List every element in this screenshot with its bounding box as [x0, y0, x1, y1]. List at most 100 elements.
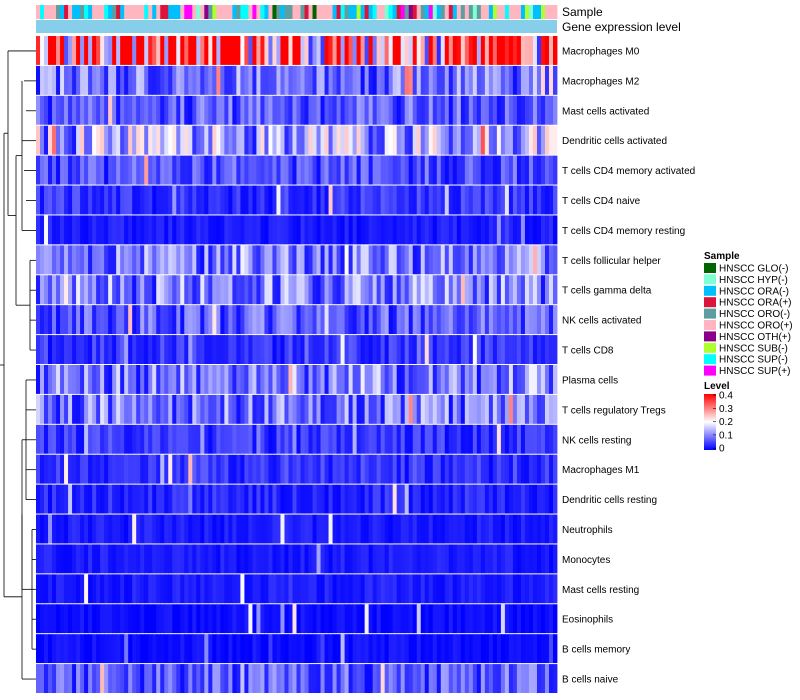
heatmap-cell: [180, 424, 185, 454]
sample-annotation-cell: [104, 5, 109, 19]
heatmap-cell: [216, 335, 221, 364]
heatmap-cell: [516, 424, 522, 454]
heatmap-cell: [68, 365, 73, 394]
heatmap-cell: [316, 424, 321, 454]
heatmap-cell: [124, 155, 129, 185]
heatmap-cell: [376, 424, 382, 454]
heatmap-cell: [160, 484, 165, 514]
row-label: Macrophages M0: [562, 47, 640, 58]
heatmap-cell: [324, 484, 329, 514]
heatmap-cell: [240, 95, 245, 125]
heatmap-cell: [352, 36, 358, 65]
heatmap-cell: [452, 215, 458, 245]
heatmap-cell: [224, 335, 229, 364]
heatmap-cell: [384, 95, 390, 125]
heatmap-cell: [240, 544, 245, 574]
heatmap-cell: [420, 65, 426, 95]
heatmap-cell: [164, 245, 169, 275]
heatmap-cell: [332, 305, 337, 335]
heatmap-cell: [84, 484, 89, 514]
heatmap-cell: [428, 574, 434, 604]
heatmap-cell: [528, 65, 534, 95]
heatmap-cell: [180, 95, 185, 125]
heatmap-cell: [188, 275, 193, 305]
heatmap-cell: [444, 544, 450, 574]
row-label: T cells follicular helper: [562, 256, 661, 267]
heatmap-cell: [260, 335, 265, 364]
heatmap-cell: [128, 335, 133, 364]
heatmap-cell: [276, 394, 281, 424]
heatmap-cell: [368, 125, 374, 155]
heatmap-cell: [532, 155, 538, 185]
heatmap-cell: [448, 125, 454, 155]
heatmap-cell: [52, 454, 57, 484]
sample-annotation-cell: [360, 5, 366, 19]
heatmap-cell: [520, 335, 526, 364]
heatmap-cell: [88, 514, 93, 544]
heatmap-cell: [440, 185, 446, 215]
heatmap-cell: [52, 365, 57, 394]
heatmap-cell: [404, 335, 410, 364]
heatmap-cell: [352, 394, 358, 424]
heatmap-cell: [448, 544, 454, 574]
heatmap-cell: [496, 185, 502, 215]
heatmap-cell: [312, 275, 317, 305]
heatmap-cell: [144, 454, 149, 484]
heatmap-cell: [440, 664, 446, 693]
heatmap-cell: [320, 245, 325, 275]
heatmap-cell: [104, 604, 109, 634]
heatmap-cell: [236, 454, 241, 484]
sample-annotation-cell: [216, 5, 221, 19]
heatmap-cell: [444, 484, 450, 514]
heatmap-cell: [448, 95, 454, 125]
heatmap-cell: [124, 604, 129, 634]
heatmap-cell: [416, 155, 422, 185]
heatmap-cell: [388, 394, 394, 424]
heatmap-cell: [548, 454, 554, 484]
sample-annotation-cell: [476, 5, 482, 19]
heatmap-cell: [260, 155, 265, 185]
heatmap-cell: [324, 544, 329, 574]
heatmap-cell: [460, 604, 466, 634]
heatmap-cell: [112, 125, 117, 155]
sample-annotation-cell: [348, 5, 354, 19]
heatmap-cell: [212, 394, 217, 424]
heatmap-cell: [512, 215, 518, 245]
heatmap-cell: [528, 544, 534, 574]
heatmap-cell: [160, 574, 165, 604]
heatmap-cell: [236, 65, 241, 95]
heatmap-cell: [236, 125, 241, 155]
heatmap-cell: [180, 514, 185, 544]
sample-annotation-cell: [236, 5, 241, 19]
heatmap-cell: [360, 125, 366, 155]
heatmap-cell: [480, 365, 486, 394]
heatmap-cell: [492, 604, 498, 634]
heatmap-cell: [188, 155, 193, 185]
heatmap-cell: [184, 394, 189, 424]
heatmap-cell: [60, 454, 65, 484]
heatmap-cell: [148, 574, 153, 604]
heatmap-cell: [380, 245, 386, 275]
heatmap-cell: [500, 245, 506, 275]
heatmap-cell: [328, 245, 333, 275]
heatmap-cell: [200, 454, 205, 484]
heatmap-cell: [128, 604, 133, 634]
heatmap-cell: [144, 544, 149, 574]
heatmap-cell: [156, 185, 161, 215]
heatmap-cell: [364, 65, 370, 95]
heatmap-cell: [400, 454, 406, 484]
heatmap-cell: [276, 36, 281, 65]
heatmap-cell: [400, 544, 406, 574]
heatmap-cell: [252, 484, 257, 514]
heatmap-cell: [336, 95, 341, 125]
heatmap-cell: [380, 394, 386, 424]
heatmap-cell: [108, 424, 113, 454]
sample-annotation-cell: [488, 5, 494, 19]
heatmap-cell: [96, 275, 101, 305]
heatmap-cell: [152, 544, 157, 574]
heatmap-cell: [544, 185, 550, 215]
heatmap-cell: [392, 544, 398, 574]
heatmap-cell: [472, 365, 478, 394]
heatmap-cell: [388, 454, 394, 484]
heatmap-cell: [52, 185, 57, 215]
